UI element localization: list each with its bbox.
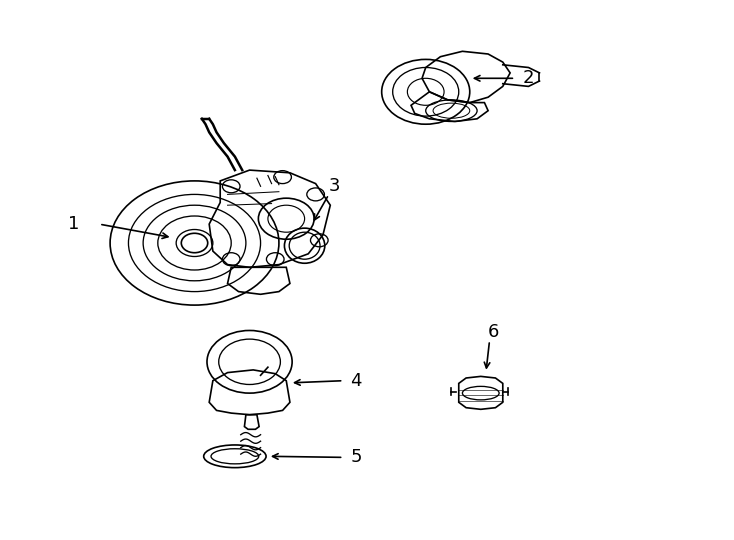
Text: 3: 3 xyxy=(328,177,340,195)
Text: 5: 5 xyxy=(350,448,362,467)
Text: 2: 2 xyxy=(523,69,534,87)
Text: 4: 4 xyxy=(350,372,362,390)
Text: 1: 1 xyxy=(68,215,79,233)
Text: 6: 6 xyxy=(487,323,499,341)
